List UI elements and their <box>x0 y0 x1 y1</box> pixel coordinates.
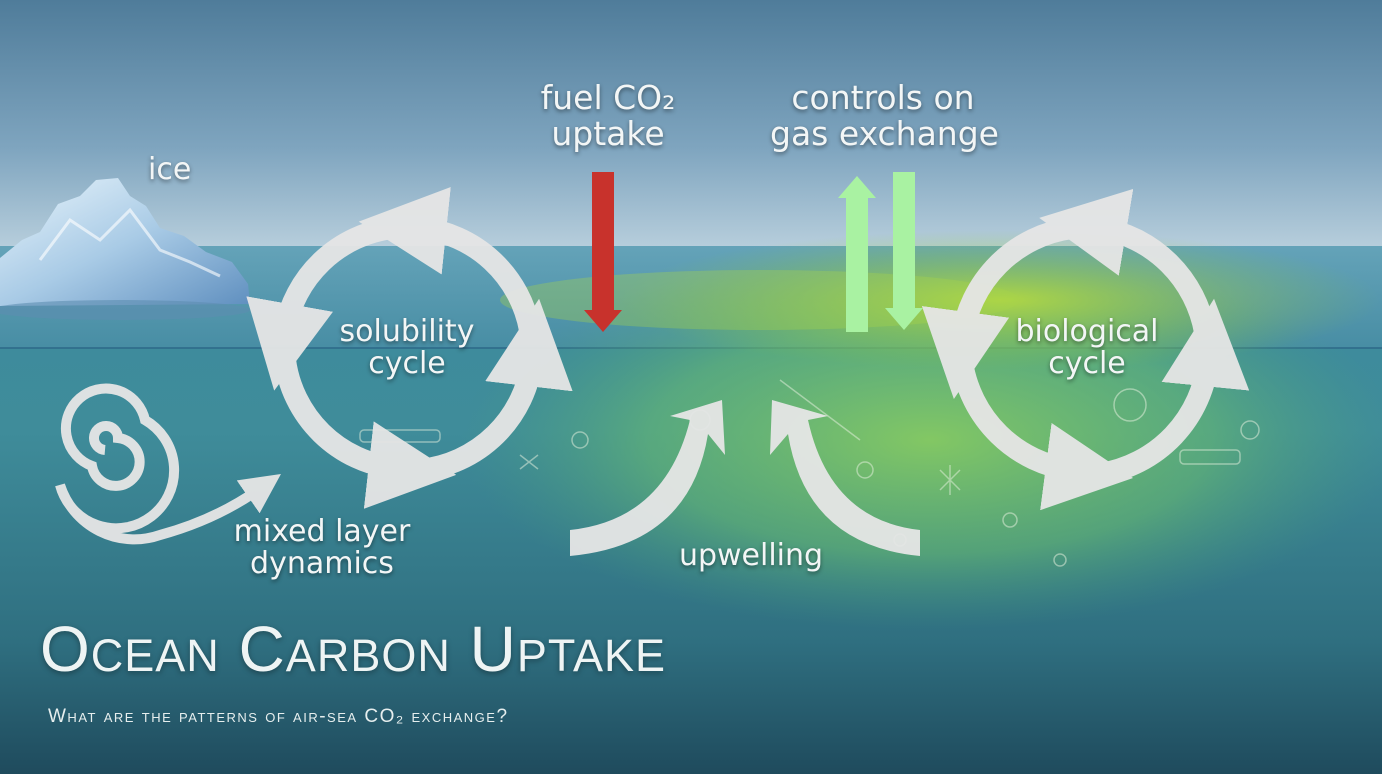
solubility-cycle-label: solubility cycle <box>325 314 489 382</box>
gas-up-arrow <box>846 196 868 332</box>
slide-subtitle: What are the patterns of air-sea CO₂ exc… <box>48 706 509 727</box>
mixed-line-1: mixed layer <box>233 514 411 549</box>
fuel-line-2: uptake <box>551 113 665 153</box>
ice-label: ice <box>148 152 192 187</box>
biological-cycle-label: biological cycle <box>1000 314 1174 382</box>
biological-arc-left <box>921 217 1074 400</box>
mixed-layer-spiral-arrow <box>55 383 281 545</box>
mixed-line-2: dynamics <box>250 546 394 582</box>
gas-exchange-label: controls on gas exchange <box>770 78 999 153</box>
biological-line-2: cycle <box>1048 346 1126 382</box>
solubility-arc-bottom-left <box>274 358 457 509</box>
solubility-arc-bottom-right <box>418 298 573 481</box>
upwelling-text: upwelling <box>678 538 824 573</box>
slide-title: Ocean Carbon Uptake <box>40 613 667 685</box>
fuel-co2-arrow <box>584 172 622 332</box>
solubility-line-1: solubility <box>339 314 475 349</box>
fuel-line-1: fuel CO₂ <box>540 78 676 117</box>
upwelling-arrows <box>570 400 920 556</box>
mixed-layer-label: mixed layer dynamics <box>222 514 422 582</box>
solubility-line-2: cycle <box>368 346 446 382</box>
bloom-streak <box>500 270 1020 330</box>
upwelling-label: upwelling <box>668 538 834 573</box>
biological-line-1: biological <box>1015 314 1159 349</box>
fuel-co2-label: fuel CO₂ uptake <box>520 80 696 151</box>
gas-down-arrow <box>893 172 915 310</box>
gas-exchange-arrows <box>838 172 923 332</box>
iceberg <box>0 178 250 320</box>
solubility-cycle-arrows <box>246 187 573 509</box>
controls-line-1: controls on <box>791 78 975 117</box>
biological-arc-bottom-left <box>951 360 1134 511</box>
ice-text: ice <box>148 152 192 187</box>
upwelling-arrow-left <box>570 400 725 556</box>
controls-line-2: gas exchange <box>770 113 999 153</box>
biological-arc-bottom-right <box>1098 298 1250 485</box>
sky <box>0 0 1382 248</box>
upwelling-arrow-right <box>770 400 920 556</box>
solubility-arc-left <box>246 217 394 391</box>
biological-cycle-arrows <box>921 188 1250 511</box>
